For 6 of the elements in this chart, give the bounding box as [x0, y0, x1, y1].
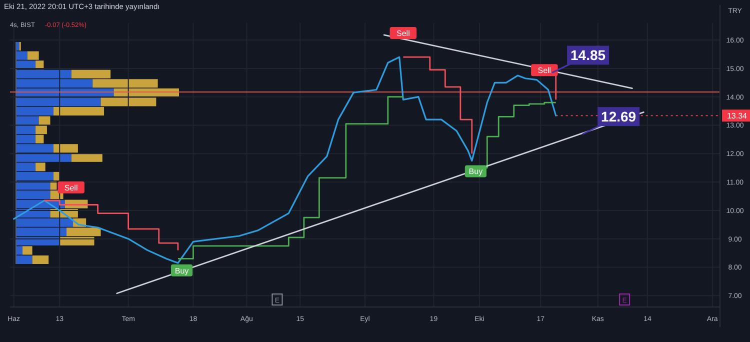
- bar: [36, 162, 46, 172]
- bar: [32, 255, 49, 264]
- annotation: 12.69: [601, 108, 636, 125]
- ref-line-label: 13.34: [726, 112, 748, 121]
- bar: [22, 246, 32, 255]
- annotation: 14.85: [570, 47, 606, 64]
